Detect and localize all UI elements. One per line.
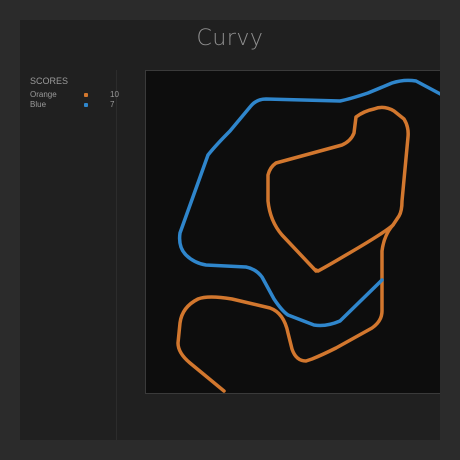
blue-trail (177, 78, 440, 328)
orange-trail (266, 105, 410, 273)
orange-trail-lower (176, 223, 395, 393)
player-score: 7 (110, 100, 115, 109)
score-row-blue: Blue 7 (30, 100, 114, 111)
player-color-dot (84, 93, 88, 97)
trails-canvas (176, 78, 440, 393)
game-board[interactable] (145, 70, 440, 394)
player-score: 10 (110, 90, 119, 99)
score-panel: SCORES Orange 10 Blue 7 (20, 70, 119, 440)
player-name: Blue (30, 100, 47, 109)
game-window: Curvy SCORES Orange 10 Blue 7 (20, 20, 440, 440)
player-color-dot (84, 103, 88, 107)
game-title: Curvy (196, 26, 264, 51)
score-row-orange: Orange 10 (30, 90, 119, 101)
scores-heading: SCORES (30, 76, 69, 86)
player-name: Orange (30, 90, 57, 99)
